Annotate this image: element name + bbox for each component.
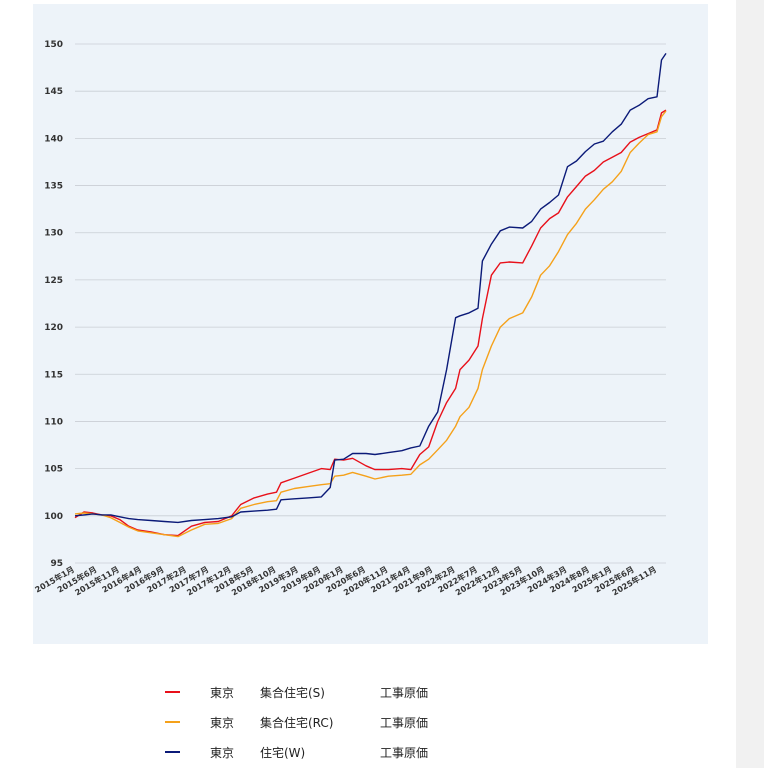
y-tick-label: 135 <box>44 182 63 192</box>
y-tick-label: 100 <box>44 512 63 522</box>
chart-panel: 95 100 105 110 115 120 125 130 135 140 145 150 2015… <box>33 4 708 644</box>
legend-swatch-s <box>165 691 180 693</box>
y-axis-ticks: 95 100 105 110 115 120 125 130 135 140 145 150 <box>44 40 63 569</box>
legend-region: 東京 <box>210 746 235 760</box>
legend-region: 東京 <box>210 686 235 700</box>
y-tick-label: 120 <box>44 323 63 333</box>
line-chart: 95 100 105 110 115 120 125 130 135 140 145 150 2015… <box>33 40 667 597</box>
x-axis-ticks: 2015年1月2015年6月2015年11月2016年4月2016年9月2017… <box>33 564 658 597</box>
scrollbar[interactable] <box>736 0 764 768</box>
y-tick-label: 145 <box>44 87 63 97</box>
y-tick-label: 115 <box>44 370 63 380</box>
y-tick-label: 125 <box>44 276 63 286</box>
series-line-0 <box>74 109 667 537</box>
legend-index: 工事原価 <box>380 716 429 730</box>
grid-lines <box>75 43 666 564</box>
legend-region: 東京 <box>210 716 235 730</box>
y-tick-label: 140 <box>44 134 63 144</box>
series-line-2 <box>74 53 667 524</box>
legend-type: 集合住宅(S) <box>260 686 325 700</box>
legend-type: 住宅(W) <box>260 746 306 760</box>
legend-index: 工事原価 <box>380 686 429 700</box>
y-tick-label: 95 <box>50 559 63 569</box>
y-tick-label: 130 <box>44 229 63 239</box>
y-tick-label: 150 <box>44 40 63 50</box>
series-lines <box>74 53 667 538</box>
legend-index: 工事原価 <box>380 746 429 760</box>
series-line-1 <box>74 110 667 538</box>
y-tick-label: 110 <box>44 417 63 427</box>
legend-swatch-rc <box>165 721 180 723</box>
legend-swatch-w <box>165 751 180 753</box>
y-tick-label: 105 <box>44 465 63 475</box>
legend-type: 集合住宅(RC) <box>260 716 334 730</box>
